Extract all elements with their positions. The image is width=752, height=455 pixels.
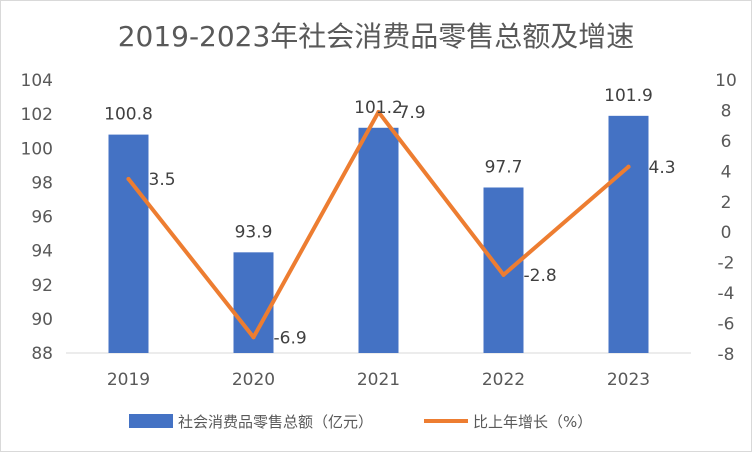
line-value-label: -6.9	[274, 328, 307, 348]
y-left-tick-label: 92	[31, 276, 53, 296]
y-left-tick-label: 90	[31, 310, 53, 330]
x-category-label: 2022	[482, 370, 525, 390]
y-right-tick-label: 10	[715, 71, 737, 91]
x-category-label: 2020	[232, 370, 275, 390]
x-category-label: 2023	[607, 370, 650, 390]
y-left-tick-label: 100	[21, 139, 53, 159]
bar-value-label: 93.9	[235, 222, 273, 242]
axes-group: 88 90 92 94 96 98 100 102 104 -8 -6 -4 -2 0 2 4 6 8 10 2019…	[21, 71, 737, 390]
x-category-label: 2021	[357, 370, 400, 390]
bar-2022	[483, 187, 524, 353]
y-right-tick-label: 6	[721, 132, 732, 152]
bar-2019	[108, 134, 149, 353]
y-left-tick-label: 96	[31, 208, 53, 228]
y-right-tick-label: 0	[721, 223, 732, 243]
y-right-tick-label: -8	[718, 345, 735, 365]
line-point-2021	[376, 109, 381, 114]
line-value-label: 3.5	[149, 170, 176, 190]
y-left-tick-label: 88	[31, 344, 53, 364]
x-category-label: 2019	[107, 370, 150, 390]
line-point-2022	[501, 272, 506, 277]
line-point-2020	[251, 335, 256, 340]
y-right-tick-label: 4	[721, 162, 732, 182]
y-right-tick-label: 8	[721, 101, 732, 121]
legend-label-bar: 社会消费品零售总额（亿元）	[178, 413, 373, 431]
line-point-2023	[626, 164, 631, 169]
y-right-tick-label: -6	[718, 315, 735, 335]
y-right-tick-label: -2	[718, 254, 735, 274]
line-value-label: -2.8	[524, 266, 557, 286]
line-point-2019	[126, 176, 131, 181]
y-left-tick-label: 94	[31, 242, 53, 262]
legend: 社会消费品零售总额（亿元） 比上年增长（%）	[129, 413, 592, 431]
y-left-tick-label: 104	[21, 71, 53, 91]
bar-value-label: 101.2	[354, 98, 403, 118]
bar-2021	[358, 127, 399, 354]
chart-title: 2019-2023年社会消费品零售总额及增速	[118, 20, 635, 53]
bar-2023	[608, 115, 649, 353]
bar-value-label: 100.8	[104, 105, 153, 125]
y-left-tick-label: 102	[21, 105, 53, 125]
bar-series-group	[108, 115, 649, 354]
legend-label-line: 比上年增长（%）	[473, 413, 592, 431]
y-right-tick-label: 2	[721, 193, 732, 213]
line-series-group	[126, 109, 631, 340]
data-labels-group: 100.8 93.9 101.2 97.7 101.9 3.5 -6.9 7.9 -2.8 4.3	[104, 86, 675, 348]
legend-swatch-bar	[129, 414, 173, 428]
y-left-tick-label: 98	[31, 173, 53, 193]
bar-value-label: 97.7	[485, 157, 523, 177]
line-value-label: 7.9	[399, 103, 426, 123]
line-value-label: 4.3	[649, 158, 676, 178]
y-right-tick-label: -4	[718, 284, 735, 304]
bar-value-label: 101.9	[604, 86, 653, 106]
